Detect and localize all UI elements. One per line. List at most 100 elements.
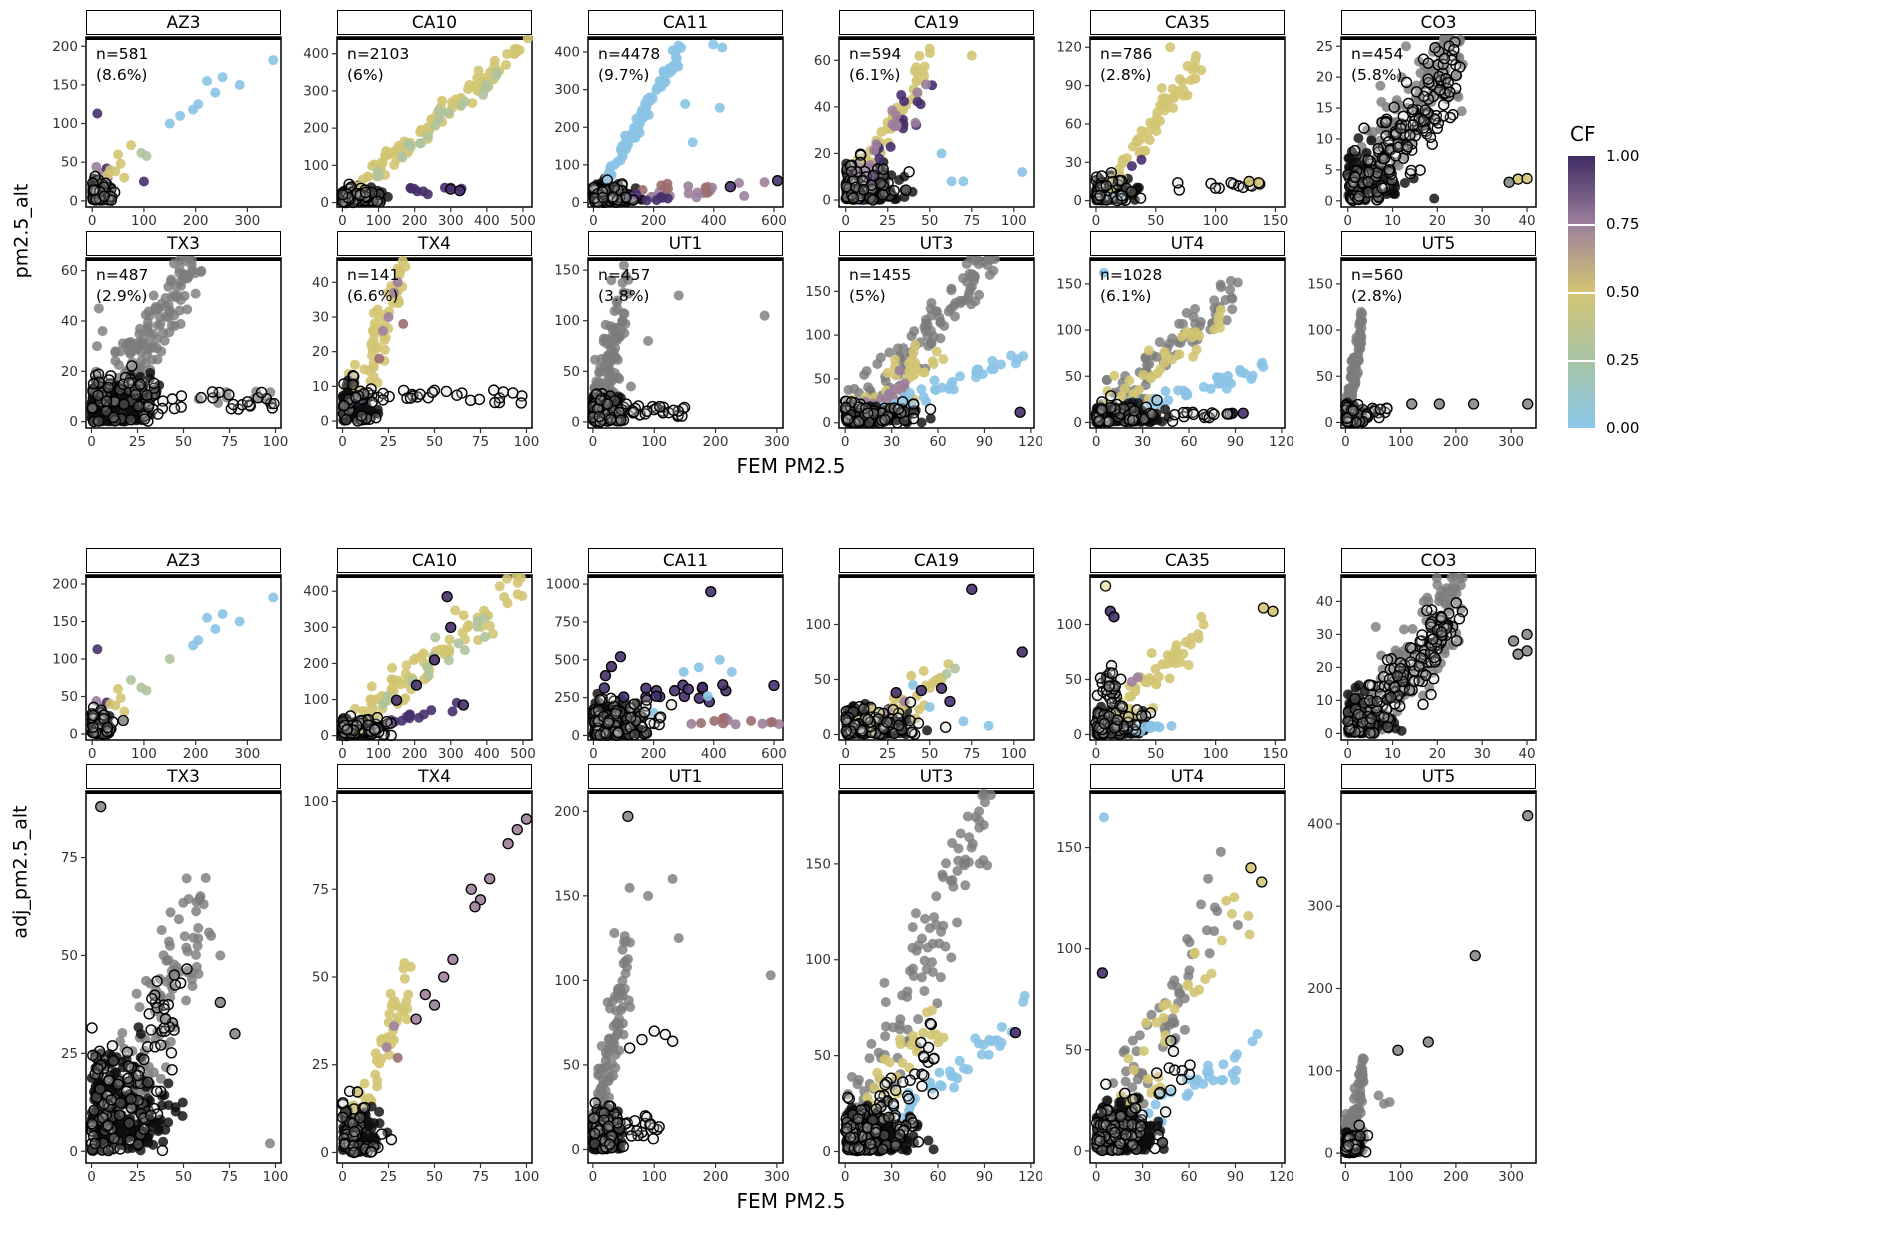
svg-text:100: 100 <box>1388 434 1414 450</box>
facet-strip-UT5: UT5 <box>1341 764 1536 789</box>
svg-text:25: 25 <box>879 213 896 229</box>
svg-text:200: 200 <box>554 120 580 136</box>
svg-text:150: 150 <box>1263 213 1289 229</box>
facet-1-UT4: UT4 0 30 60 90 120 0 50 100 150 <box>1042 764 1293 1187</box>
facet-plot-0-UT1: 0 100 200 300 0 50 100 150 n=457 (3.8%) <box>554 257 790 450</box>
facet-1-UT1: UT1 0 100 200 300 0 50 100 150 200 <box>540 764 791 1187</box>
svg-text:50: 50 <box>1147 213 1164 229</box>
facet-plot-0-AZ3: 0 100 200 300 0 50 100 150 200 n=581 (8.6%) <box>52 36 282 229</box>
svg-text:0: 0 <box>841 434 850 450</box>
svg-text:100: 100 <box>131 746 157 762</box>
facet-0-CA19: CA19 0 25 50 75 100 0 20 40 60 n=594 (6.1%) <box>791 10 1042 231</box>
facet-1-CA35: CA35 0 50 100 150 0 50 100 <box>1042 548 1293 764</box>
facet-strip-CA35: CA35 <box>1090 10 1285 35</box>
svg-text:100: 100 <box>1001 213 1027 229</box>
facet-plot-0-UT4: 0 30 60 90 120 0 50 100 150 n=1028 (6.1%) <box>1056 257 1293 450</box>
colorbar-tick <box>1568 292 1595 294</box>
figure-pm25-alt: pm2.5_alt AZ3 0 100 200 300 0 50 100 150 200 n=581… <box>8 10 1544 488</box>
facet-strip-CA19: CA19 <box>839 10 1034 35</box>
facet-0-UT1: UT1 0 100 200 300 0 50 100 150 n=457 (3.8%) <box>540 231 791 452</box>
svg-text:n=594: n=594 <box>849 45 901 63</box>
points-layer <box>87 55 279 206</box>
svg-text:n=1028: n=1028 <box>1100 266 1162 284</box>
svg-text:0: 0 <box>1341 434 1350 450</box>
svg-text:100: 100 <box>1307 323 1333 339</box>
facet-plot-0-CA35: 0 50 100 150 0 30 60 90 120 n=786 (2.8%) <box>1056 36 1289 229</box>
facet-row-0-0: AZ3 0 100 200 300 0 50 100 150 200 n=581 (8.6%) CA10… <box>38 10 1544 231</box>
svg-text:150: 150 <box>52 614 78 630</box>
svg-text:300: 300 <box>554 82 580 98</box>
svg-text:100: 100 <box>52 116 78 132</box>
svg-text:5: 5 <box>1324 162 1333 178</box>
facet-1-UT5: UT5 0 100 200 300 0 100 200 300 400 <box>1293 764 1544 1187</box>
svg-text:(8.6%): (8.6%) <box>96 66 147 84</box>
svg-text:20: 20 <box>1316 70 1333 86</box>
svg-text:100: 100 <box>554 157 580 173</box>
facet-row-1-0: AZ3 0 100 200 300 0 50 100 150 200 CA10 0 100 200 300 4… <box>38 548 1544 764</box>
points-layer <box>839 256 1029 429</box>
svg-text:90: 90 <box>1227 434 1244 450</box>
svg-text:400: 400 <box>701 213 727 229</box>
svg-text:0: 0 <box>1324 415 1333 431</box>
svg-text:0: 0 <box>1092 434 1101 450</box>
svg-text:0: 0 <box>1073 193 1082 209</box>
svg-text:40: 40 <box>814 99 831 115</box>
svg-text:60: 60 <box>61 263 78 279</box>
legend-label: 0.75 <box>1606 215 1640 233</box>
svg-text:75: 75 <box>963 213 980 229</box>
points-layer <box>337 256 528 427</box>
facet-plot-1-AZ3: 0 100 200 300 0 50 100 150 200 <box>52 574 282 762</box>
points-layer <box>1342 35 1533 207</box>
facet-strip-CA35: CA35 <box>1090 548 1285 573</box>
svg-text:200: 200 <box>703 434 729 450</box>
svg-text:25: 25 <box>1316 39 1333 55</box>
svg-text:0: 0 <box>822 415 831 431</box>
facet-1-TX3: TX3 0 25 50 75 100 0 25 50 75 <box>38 764 289 1187</box>
svg-text:30: 30 <box>312 309 329 325</box>
facet-0-CA35: CA35 0 50 100 150 0 30 60 90 120 n=786 (2.8%) <box>1042 10 1293 231</box>
facet-strip-AZ3: AZ3 <box>86 10 281 35</box>
svg-text:200: 200 <box>183 746 209 762</box>
facet-plot-0-CA19: 0 25 50 75 100 0 20 40 60 n=594 (6.1%) <box>814 36 1035 229</box>
svg-text:10: 10 <box>312 379 329 395</box>
points-layer <box>336 35 533 209</box>
facet-strip-TX4: TX4 <box>337 764 532 789</box>
points-layer <box>587 810 776 1155</box>
svg-text:n=560: n=560 <box>1351 266 1403 284</box>
y-axis-label-bottom: adj_pm2.5_alt <box>10 805 33 939</box>
svg-text:n=141: n=141 <box>347 266 399 284</box>
facet-0-CA11: CA11 0 200 400 600 0 100 200 300 400 n=4478 (9.7%) <box>540 10 791 231</box>
svg-text:50: 50 <box>814 371 831 387</box>
svg-text:300: 300 <box>1498 434 1524 450</box>
facet-strip-TX3: TX3 <box>86 231 281 256</box>
points-layer <box>1090 42 1266 207</box>
facet-0-AZ3: AZ3 0 100 200 300 0 50 100 150 200 n=581 (8.6%) <box>38 10 289 231</box>
points-layer <box>86 592 279 740</box>
svg-text:n=1455: n=1455 <box>849 266 911 284</box>
facet-strip-UT5: UT5 <box>1341 231 1536 256</box>
svg-text:100: 100 <box>1203 213 1229 229</box>
svg-text:(2.8%): (2.8%) <box>1351 287 1402 305</box>
svg-text:(9.7%): (9.7%) <box>598 66 649 84</box>
svg-text:0: 0 <box>1343 213 1352 229</box>
svg-text:0: 0 <box>1324 193 1333 209</box>
svg-text:60: 60 <box>1180 434 1197 450</box>
colorbar-gradient <box>1568 156 1595 428</box>
facet-strip-CA10: CA10 <box>337 10 532 35</box>
svg-text:200: 200 <box>183 213 209 229</box>
svg-text:300: 300 <box>764 434 790 450</box>
facet-0-CA10: CA10 0 100 200 300 400 500 0 100 200 300 400 n=2103 (… <box>289 10 540 231</box>
svg-text:60: 60 <box>814 53 831 69</box>
svg-text:50: 50 <box>563 364 580 380</box>
facet-1-CA19: CA19 0 25 50 75 100 0 50 100 <box>791 548 1042 764</box>
svg-text:100: 100 <box>1056 323 1082 339</box>
svg-text:n=487: n=487 <box>96 266 148 284</box>
colorbar-tick <box>1568 224 1595 226</box>
svg-text:300: 300 <box>234 213 260 229</box>
svg-text:0: 0 <box>88 746 97 762</box>
svg-text:(6.6%): (6.6%) <box>347 287 398 305</box>
